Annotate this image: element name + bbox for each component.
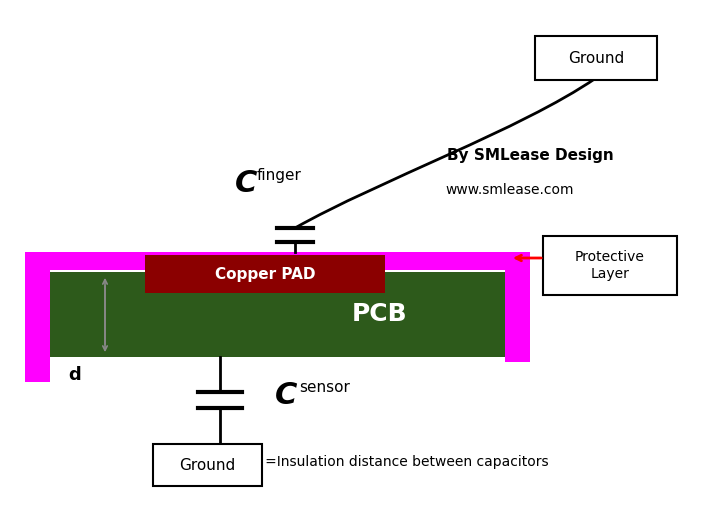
FancyBboxPatch shape <box>535 36 657 80</box>
Text: By SMLease Design: By SMLease Design <box>446 148 614 162</box>
Text: C: C <box>275 381 298 409</box>
Text: sensor: sensor <box>299 380 350 394</box>
Bar <box>50 272 510 357</box>
FancyBboxPatch shape <box>543 236 677 295</box>
Text: Ground: Ground <box>180 457 236 473</box>
Bar <box>25 252 50 382</box>
Text: D =Insulation distance between capacitors: D =Insulation distance between capacitor… <box>250 455 549 469</box>
Text: d: d <box>69 366 81 384</box>
Text: C: C <box>235 169 258 197</box>
Bar <box>505 252 530 362</box>
Text: Protective
Layer: Protective Layer <box>575 250 645 281</box>
Text: Ground: Ground <box>568 51 624 65</box>
Bar <box>25 252 530 270</box>
Text: PCB: PCB <box>352 302 408 326</box>
Text: Copper PAD: Copper PAD <box>215 267 315 282</box>
FancyBboxPatch shape <box>153 444 262 486</box>
Bar <box>145 255 385 293</box>
Text: www.smlease.com: www.smlease.com <box>446 183 574 197</box>
Text: finger: finger <box>257 168 302 182</box>
